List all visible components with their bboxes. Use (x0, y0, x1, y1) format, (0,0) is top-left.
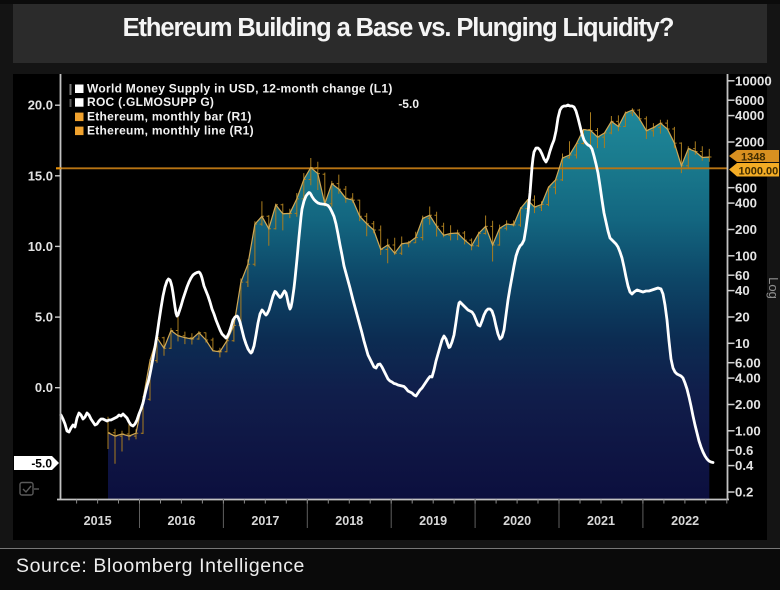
svg-text:0.4: 0.4 (735, 458, 754, 473)
svg-text:6.00: 6.00 (735, 355, 761, 370)
svg-text:2020: 2020 (503, 514, 531, 528)
svg-text:60: 60 (735, 268, 750, 283)
svg-text:-5.0: -5.0 (31, 456, 52, 470)
svg-text:ROC (.GLMOSUPP G): ROC (.GLMOSUPP G) (87, 95, 214, 109)
svg-text:20: 20 (735, 310, 750, 325)
svg-text:40: 40 (735, 283, 750, 298)
svg-text:10.0: 10.0 (28, 239, 53, 254)
svg-text:10: 10 (735, 336, 750, 351)
svg-text:Log: Log (766, 277, 780, 299)
svg-text:1.00: 1.00 (735, 423, 761, 438)
svg-text:15.0: 15.0 (28, 168, 53, 183)
svg-text:2019: 2019 (419, 514, 447, 528)
svg-text:2.00: 2.00 (735, 397, 761, 412)
svg-text:4.00: 4.00 (735, 371, 761, 386)
svg-text:5.0: 5.0 (35, 310, 53, 325)
svg-text:400: 400 (735, 196, 757, 211)
svg-text:2016: 2016 (167, 514, 195, 528)
svg-text:20.0: 20.0 (28, 98, 53, 113)
svg-text:Ethereum Building a Base vs. P: Ethereum Building a Base vs. Plunging Li… (123, 14, 674, 42)
svg-text:Ethereum, monthly line (R1): Ethereum, monthly line (R1) (87, 124, 254, 138)
svg-text:2015: 2015 (84, 514, 112, 528)
svg-text:2022: 2022 (671, 514, 699, 528)
svg-text:Source: Bloomberg Intelligence: Source: Bloomberg Intelligence (16, 555, 305, 577)
svg-text:World Money Supply in USD, 12-: World Money Supply in USD, 12-month chan… (87, 82, 393, 96)
svg-text:1000.00: 1000.00 (739, 165, 779, 177)
svg-text:600: 600 (735, 180, 757, 195)
svg-text:10000: 10000 (735, 73, 772, 88)
svg-text:100: 100 (735, 248, 757, 263)
svg-text:2000: 2000 (735, 135, 764, 150)
svg-text:Ethereum, monthly bar (R1): Ethereum, monthly bar (R1) (87, 110, 252, 124)
svg-text:200: 200 (735, 222, 757, 237)
svg-text:2017: 2017 (251, 514, 279, 528)
svg-text:4000: 4000 (735, 108, 764, 123)
svg-text:0.2: 0.2 (735, 485, 753, 500)
svg-text:2021: 2021 (587, 514, 615, 528)
svg-text:0.0: 0.0 (35, 380, 53, 395)
svg-text:1348: 1348 (741, 152, 765, 164)
svg-text:0.6: 0.6 (735, 443, 753, 458)
svg-text:2018: 2018 (335, 514, 363, 528)
svg-text:-5.0: -5.0 (398, 97, 419, 111)
svg-text:6000: 6000 (735, 93, 764, 108)
